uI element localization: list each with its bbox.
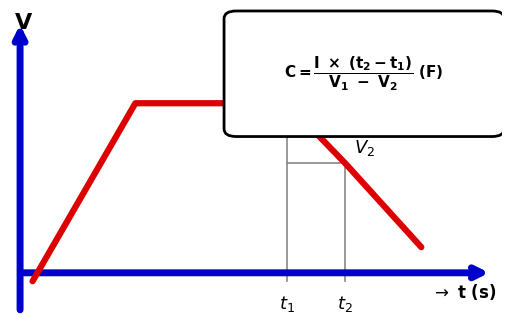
Text: $\mathbf{C = \dfrac{I\ \times\ (t_2 - t_1)}{V_1\ -\ V_2}\ (F)}$: $\mathbf{C = \dfrac{I\ \times\ (t_2 - t_… xyxy=(285,55,444,93)
Text: $V_2$: $V_2$ xyxy=(354,138,375,158)
Text: $t_2$: $t_2$ xyxy=(337,294,353,314)
Text: V: V xyxy=(15,12,32,33)
FancyBboxPatch shape xyxy=(224,11,504,137)
Text: $\rightarrow$ t (s): $\rightarrow$ t (s) xyxy=(431,282,497,302)
Text: $t_1$: $t_1$ xyxy=(280,294,295,314)
Text: $V_1$: $V_1$ xyxy=(294,81,315,100)
